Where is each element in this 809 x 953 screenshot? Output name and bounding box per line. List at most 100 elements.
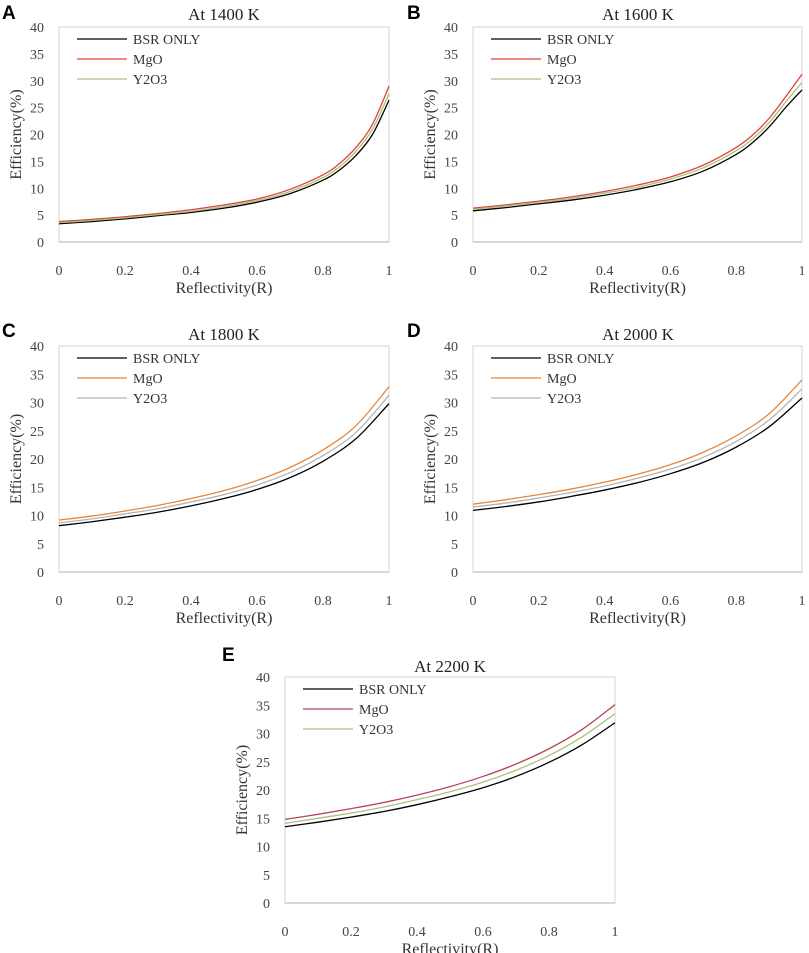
x-tick-label: 0.8 bbox=[727, 594, 745, 609]
y-tick-label: 0 bbox=[37, 236, 44, 251]
series-line-mgo bbox=[472, 73, 803, 209]
x-tick-label: 0 bbox=[56, 264, 63, 279]
legend-label: Y2O3 bbox=[133, 392, 167, 407]
chart-panel-c: C At 1800 K 0 5 10 15 20 25 30 35 40 0 0.2 0.4 0.6 0.8 1… bbox=[2, 321, 393, 627]
chart-panel-e: E At 2200 K 0 5 10 15 20 25 30 35 40 0 0.2 0.4 0.6 0.8 1… bbox=[222, 645, 619, 953]
x-tick-label: 0.6 bbox=[662, 264, 680, 279]
x-axis-label: Reflectivity(R) bbox=[176, 280, 273, 297]
y-tick-label: 40 bbox=[256, 671, 270, 686]
series-line-y2o3 bbox=[58, 394, 390, 524]
y-tick-label: 25 bbox=[444, 425, 458, 440]
y-tick-label: 5 bbox=[451, 538, 458, 553]
y-tick-label: 10 bbox=[444, 510, 458, 525]
x-tick-label: 0.2 bbox=[116, 594, 134, 609]
chart-title: At 1400 K bbox=[188, 5, 261, 24]
y-tick-label: 15 bbox=[30, 481, 44, 496]
legend-label: MgO bbox=[359, 703, 389, 718]
series-line-bsr-only bbox=[58, 403, 390, 527]
legend-label: Y2O3 bbox=[547, 392, 581, 407]
y-tick-label: 10 bbox=[30, 182, 44, 197]
y-tick-label: 35 bbox=[444, 368, 458, 383]
x-tick-label: 0.4 bbox=[596, 594, 614, 609]
y-tick-label: 20 bbox=[30, 129, 44, 144]
x-tick-label: 0.6 bbox=[662, 594, 680, 609]
y-tick-label: 30 bbox=[30, 397, 44, 412]
y-tick-label: 0 bbox=[451, 566, 458, 581]
chart-title: At 1600 K bbox=[602, 5, 675, 24]
y-tick-label: 10 bbox=[256, 841, 270, 856]
series-line-bsr-only bbox=[58, 99, 390, 225]
y-tick-label: 20 bbox=[30, 453, 44, 468]
x-tick-label: 1 bbox=[799, 594, 806, 609]
y-tick-label: 35 bbox=[30, 368, 44, 383]
x-tick-label: 0 bbox=[470, 594, 477, 609]
x-tick-label: 1 bbox=[386, 264, 393, 279]
plot-area bbox=[58, 345, 390, 573]
x-axis-label: Reflectivity(R) bbox=[176, 610, 273, 627]
x-tick-label: 0.8 bbox=[314, 594, 332, 609]
legend-label: Y2O3 bbox=[547, 73, 581, 88]
x-tick-label: 0.2 bbox=[530, 264, 548, 279]
y-tick-label: 0 bbox=[37, 566, 44, 581]
y-tick-label: 25 bbox=[30, 425, 44, 440]
y-tick-label: 40 bbox=[30, 21, 44, 36]
y-tick-label: 20 bbox=[256, 784, 270, 799]
series-line-bsr-only bbox=[472, 89, 803, 212]
plot-area bbox=[472, 345, 803, 573]
y-tick-label: 20 bbox=[444, 453, 458, 468]
legend-label: BSR ONLY bbox=[133, 352, 200, 367]
x-axis-label: Reflectivity(R) bbox=[589, 280, 686, 297]
x-tick-label: 0.4 bbox=[182, 264, 200, 279]
series-line-mgo bbox=[58, 85, 390, 223]
y-tick-label: 25 bbox=[256, 756, 270, 771]
legend-label: MgO bbox=[133, 53, 163, 68]
y-tick-label: 35 bbox=[30, 48, 44, 63]
y-tick-label: 35 bbox=[256, 699, 270, 714]
y-tick-label: 30 bbox=[444, 75, 458, 90]
y-axis-label: Efficiency(%) bbox=[8, 414, 25, 504]
x-tick-label: 0.4 bbox=[408, 925, 426, 940]
y-tick-label: 15 bbox=[256, 812, 270, 827]
x-axis-label: Reflectivity(R) bbox=[589, 610, 686, 627]
y-tick-label: 30 bbox=[256, 728, 270, 743]
x-tick-label: 0.6 bbox=[474, 925, 492, 940]
series-line-mgo bbox=[472, 379, 803, 505]
y-tick-label: 0 bbox=[451, 236, 458, 251]
y-axis-label: Efficiency(%) bbox=[234, 745, 251, 835]
y-tick-label: 5 bbox=[451, 209, 458, 224]
y-tick-label: 10 bbox=[444, 182, 458, 197]
series-line-y2o3 bbox=[472, 388, 803, 508]
legend-label: MgO bbox=[547, 53, 577, 68]
chart-panel-b: B At 1600 K 0 5 10 15 20 25 30 35 40 0 0.2 0.4 0.6 0.8 1… bbox=[407, 3, 806, 297]
x-tick-label: 0.8 bbox=[314, 264, 332, 279]
legend-label: BSR ONLY bbox=[133, 33, 200, 48]
x-tick-label: 0.4 bbox=[596, 264, 614, 279]
x-tick-label: 0.8 bbox=[727, 264, 745, 279]
chart-title: At 2200 K bbox=[414, 657, 487, 676]
y-tick-label: 30 bbox=[30, 75, 44, 90]
y-tick-label: 25 bbox=[30, 102, 44, 117]
y-axis-label: Efficiency(%) bbox=[422, 414, 439, 504]
y-tick-label: 20 bbox=[444, 129, 458, 144]
y-tick-label: 15 bbox=[444, 481, 458, 496]
y-axis-label: Efficiency(%) bbox=[422, 89, 439, 179]
y-tick-label: 5 bbox=[37, 209, 44, 224]
legend-label: MgO bbox=[133, 372, 163, 387]
x-tick-label: 0.2 bbox=[116, 264, 134, 279]
x-tick-label: 0.6 bbox=[248, 264, 266, 279]
x-axis-label: Reflectivity(R) bbox=[402, 941, 499, 953]
y-tick-label: 40 bbox=[30, 340, 44, 355]
y-tick-label: 15 bbox=[444, 155, 458, 170]
plot-area bbox=[284, 676, 616, 904]
y-tick-label: 40 bbox=[444, 340, 458, 355]
series-line-y2o3 bbox=[472, 81, 803, 210]
legend-label: MgO bbox=[547, 372, 577, 387]
x-tick-label: 0.2 bbox=[342, 925, 360, 940]
x-tick-label: 0 bbox=[282, 925, 289, 940]
y-tick-label: 35 bbox=[444, 48, 458, 63]
x-tick-label: 0 bbox=[470, 264, 477, 279]
legend-label: Y2O3 bbox=[133, 73, 167, 88]
x-tick-label: 0.8 bbox=[540, 925, 558, 940]
series-line-mgo bbox=[284, 704, 616, 821]
